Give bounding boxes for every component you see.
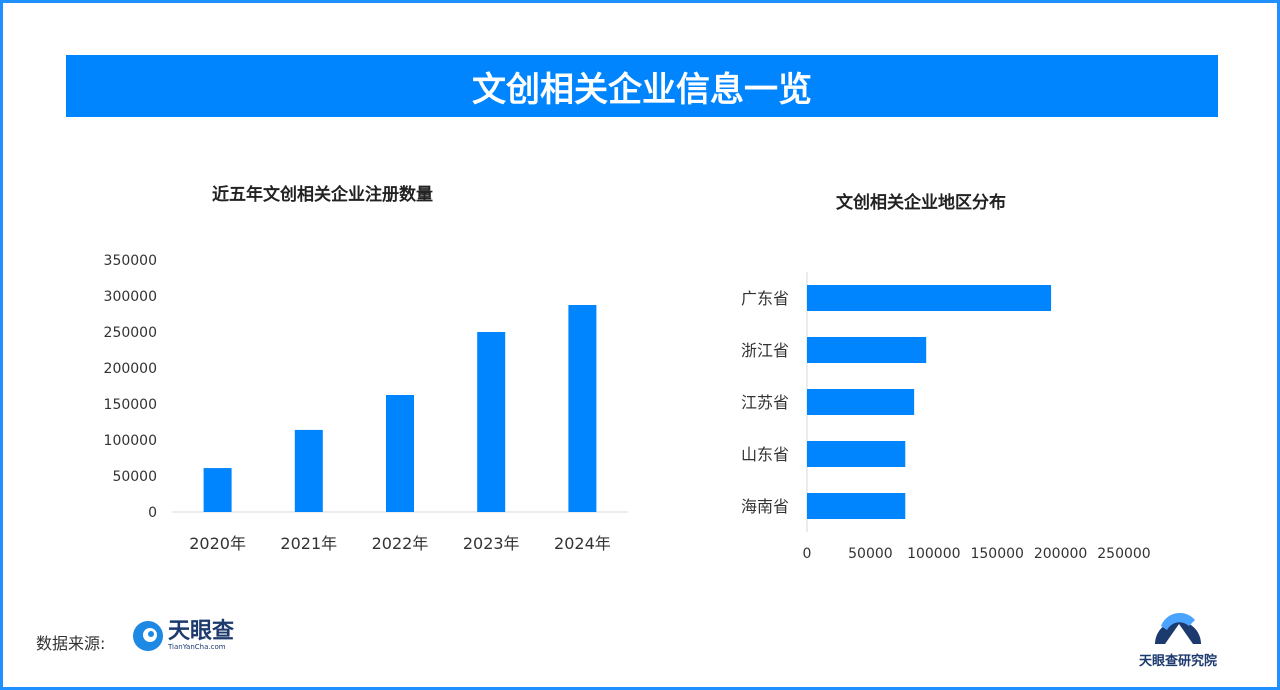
y-tick-label: 300000 xyxy=(104,289,157,305)
y-category-label: 浙江省 xyxy=(741,341,789,360)
x-tick-label: 2021年 xyxy=(280,534,337,553)
x-tick-label: 2020年 xyxy=(189,534,246,553)
y-tick-label: 350000 xyxy=(104,253,157,269)
x-tick-label: 100000 xyxy=(907,546,960,562)
tianyancha-logo: 天眼查 TianYanCha.com xyxy=(132,620,234,652)
y-tick-label: 200000 xyxy=(104,361,157,377)
y-tick-label: 100000 xyxy=(104,433,157,449)
bar-2021年 xyxy=(294,429,323,512)
x-tick-label: 150000 xyxy=(970,546,1023,562)
x-tick-label: 250000 xyxy=(1097,546,1150,562)
y-tick-label: 50000 xyxy=(112,469,157,485)
page-title: 文创相关企业信息一览 xyxy=(66,55,1218,117)
tianyancha-eye-icon xyxy=(133,621,163,651)
x-tick-label: 2022年 xyxy=(372,534,429,553)
chart-title-right: 文创相关企业地区分布 xyxy=(836,193,1006,213)
x-tick-label: 200000 xyxy=(1034,546,1087,562)
bar-江苏省 xyxy=(807,389,915,415)
y-tick-label: 150000 xyxy=(104,397,157,413)
y-tick-label: 0 xyxy=(148,505,157,521)
y-category-label: 山东省 xyxy=(741,445,789,464)
bar-2024年 xyxy=(568,305,597,512)
bar-浙江省 xyxy=(807,337,927,363)
bar-2022年 xyxy=(386,395,414,512)
x-tick-label: 0 xyxy=(803,546,812,562)
logo-name: 天眼查 xyxy=(168,619,235,644)
institute-name: 天眼查研究院 xyxy=(1138,654,1217,669)
chart-title-left: 近五年文创相关企业注册数量 xyxy=(212,185,433,205)
bar-海南省 xyxy=(807,493,906,519)
institute-emblem-icon xyxy=(1155,612,1201,644)
bar-2023年 xyxy=(477,332,506,512)
logo-sub: TianYanCha.com xyxy=(168,643,226,651)
bar-山东省 xyxy=(807,441,906,467)
x-tick-label: 2024年 xyxy=(554,534,611,553)
y-category-label: 海南省 xyxy=(741,497,789,516)
source-label: 数据来源: xyxy=(36,634,106,653)
y-category-label: 广东省 xyxy=(741,289,789,308)
bar-2020年 xyxy=(203,468,232,512)
institute-logo: 天眼查研究院 xyxy=(1128,606,1228,669)
y-category-label: 江苏省 xyxy=(741,393,789,412)
bar-广东省 xyxy=(807,285,1052,311)
x-tick-label: 2023年 xyxy=(463,534,520,553)
y-tick-label: 250000 xyxy=(104,325,157,341)
x-tick-label: 50000 xyxy=(848,546,893,562)
